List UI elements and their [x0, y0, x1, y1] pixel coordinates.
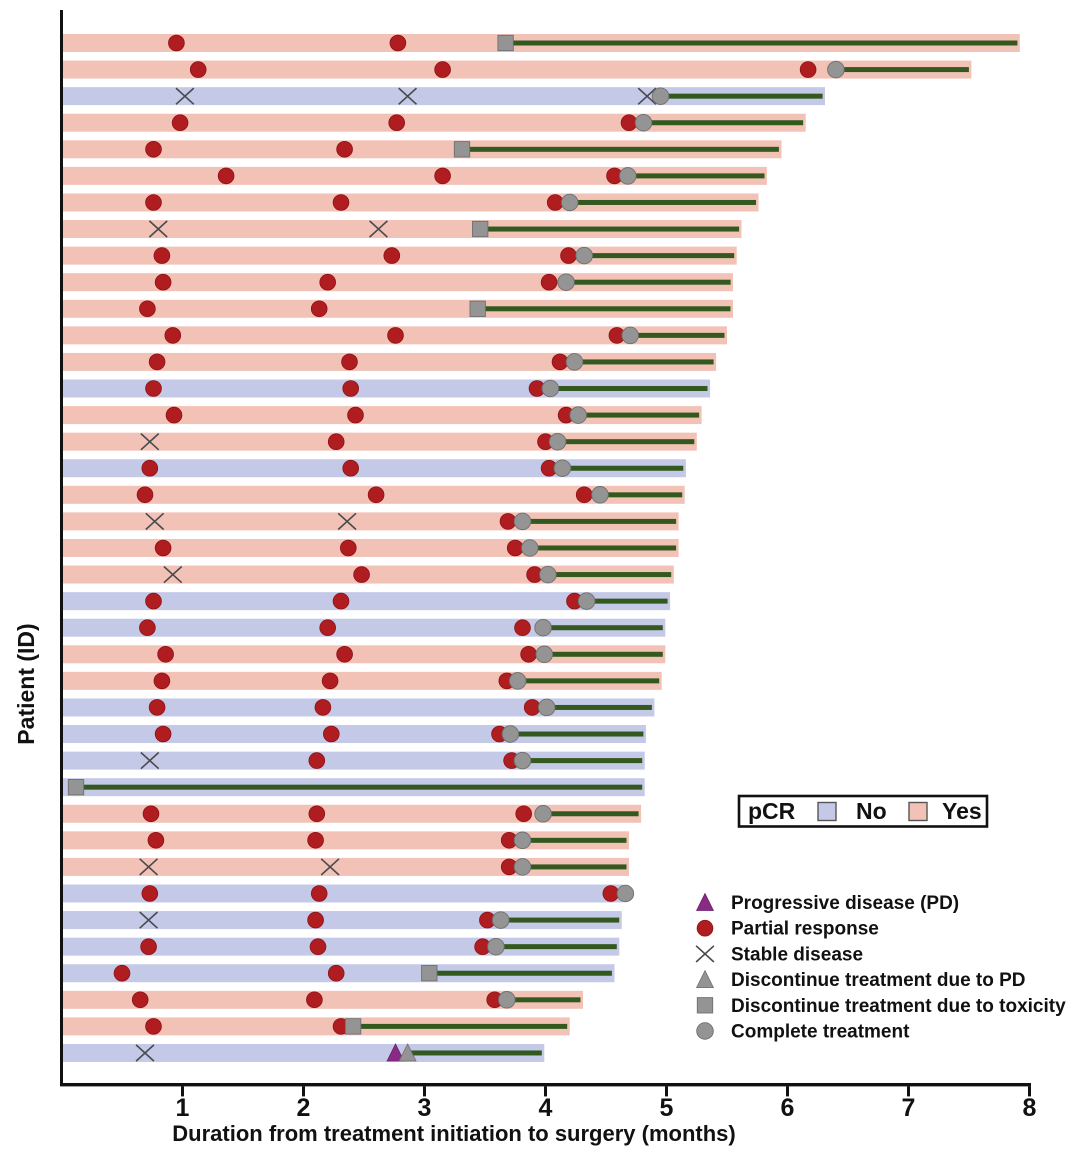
svg-text:Discontinue treatment due to t: Discontinue treatment due to toxicity [731, 996, 1066, 1017]
svg-text:Yes: Yes [942, 798, 982, 824]
svg-text:Duration from treatment initia: Duration from treatment initiation to su… [172, 1121, 735, 1146]
svg-text:3: 3 [418, 1094, 432, 1122]
svg-text:pCR: pCR [748, 798, 796, 824]
svg-text:5: 5 [660, 1094, 674, 1122]
svg-text:Stable disease: Stable disease [731, 944, 863, 965]
svg-text:2: 2 [297, 1094, 311, 1122]
svg-text:7: 7 [902, 1094, 916, 1122]
svg-text:4: 4 [539, 1094, 553, 1122]
svg-text:Patient (ID): Patient (ID) [13, 623, 39, 744]
svg-text:1: 1 [176, 1094, 190, 1122]
svg-text:6: 6 [781, 1094, 795, 1122]
svg-text:8: 8 [1023, 1094, 1037, 1122]
svg-text:Progressive disease (PD): Progressive disease (PD) [731, 893, 959, 914]
svg-text:Partial response: Partial response [731, 919, 879, 940]
svg-text:Complete treatment: Complete treatment [731, 1022, 910, 1043]
svg-text:No: No [856, 798, 887, 824]
svg-text:Discontinue treatment due to P: Discontinue treatment due to PD [731, 970, 1026, 991]
